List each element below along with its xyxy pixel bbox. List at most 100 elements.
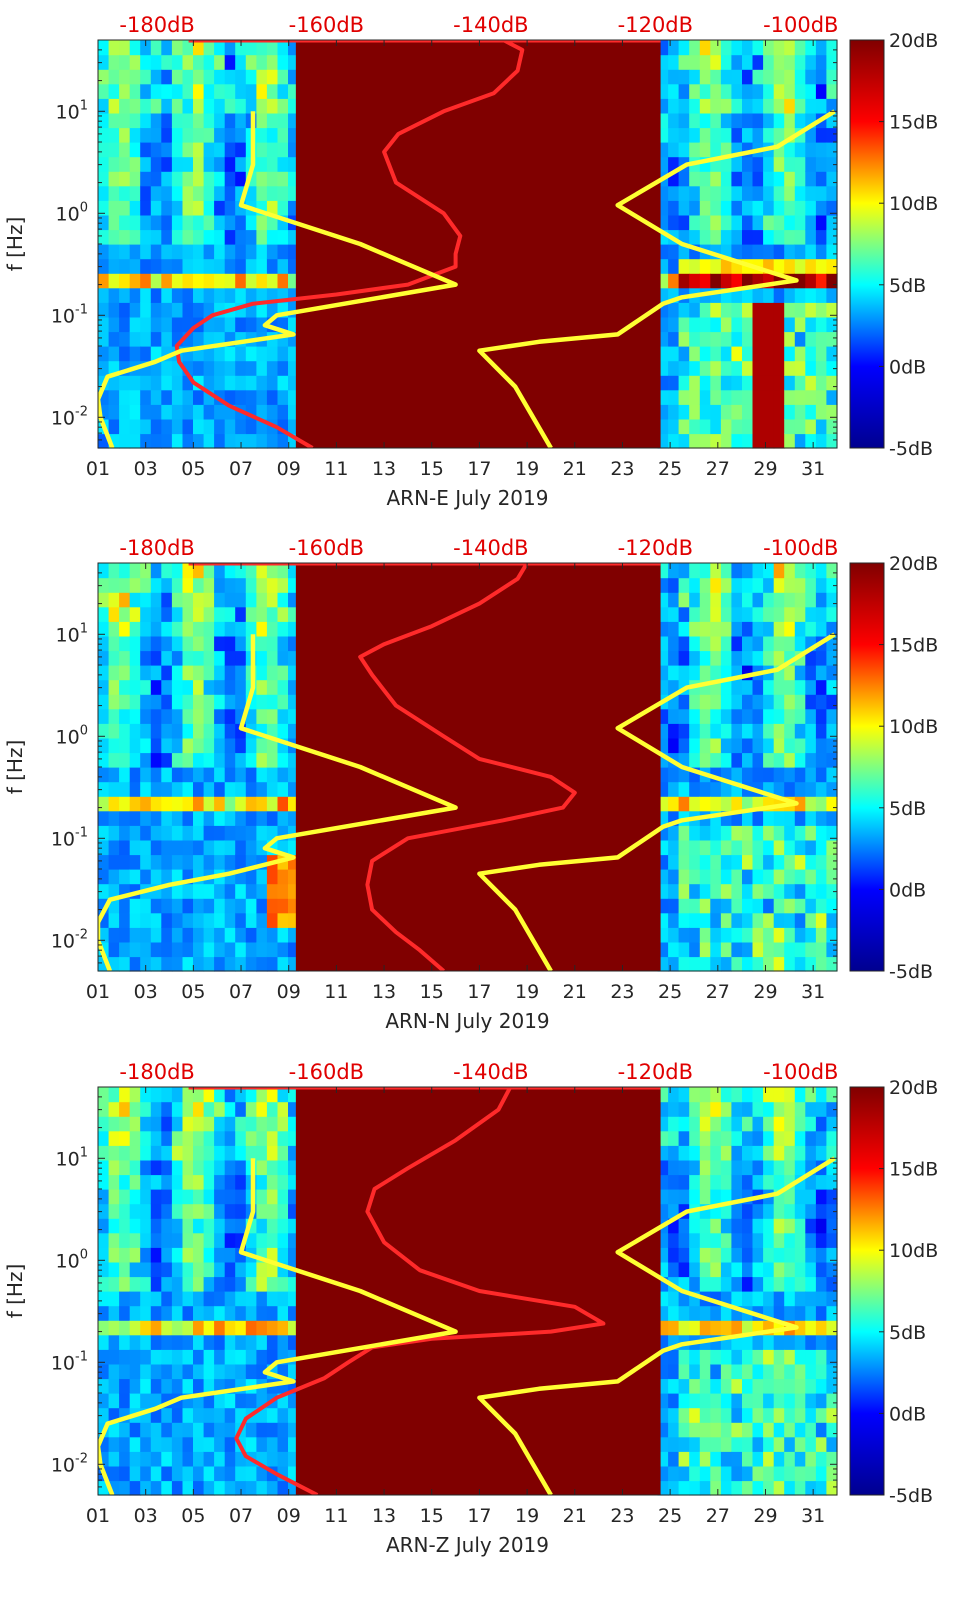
model-curve — [477, 1156, 836, 1495]
x-tick-label: 05 — [181, 981, 205, 1003]
y-axis-label: f [Hz] — [3, 217, 27, 272]
model-curve — [98, 111, 458, 448]
panel-1: 01 03 05 07 09 11 13 15 17 19 21 23 25 27 29 31 10-2 10-1… — [3, 13, 938, 510]
x-tick-label: 25 — [658, 1505, 682, 1527]
x-axis-label: ARN-N July 2019 — [385, 1009, 549, 1033]
top-axis-label: -120dB — [618, 1060, 693, 1084]
colorbar-tick-label: 10dB — [889, 1240, 938, 1262]
x-tick-label: 07 — [229, 1505, 253, 1527]
y-tick-label: 101 — [56, 1145, 88, 1170]
x-tick-label: 13 — [372, 458, 396, 480]
top-axis-label: -160dB — [289, 13, 364, 37]
colorbar-tick-label: -5dB — [889, 961, 933, 983]
top-axis-label: -180dB — [119, 536, 194, 560]
x-tick-label: 25 — [658, 458, 682, 480]
top-axis-label: -120dB — [618, 13, 693, 37]
y-tick-label: 100 — [56, 1247, 88, 1272]
x-tick-label: 27 — [706, 981, 730, 1003]
colorbar-tick-label: 15dB — [889, 1159, 938, 1181]
x-tick-label: 09 — [277, 981, 301, 1003]
x-tick-label: 29 — [753, 458, 777, 480]
x-tick-label: 15 — [420, 1505, 444, 1527]
x-tick-label: 17 — [467, 458, 491, 480]
x-tick-label: 23 — [610, 1505, 634, 1527]
colorbar-tick-label: 10dB — [889, 716, 938, 738]
x-tick-label: 03 — [134, 1505, 158, 1527]
x-tick-label: 07 — [229, 458, 253, 480]
top-axis-label: -140dB — [453, 13, 528, 37]
colorbar-tick-label: 0dB — [889, 1403, 926, 1425]
top-axis-label: -180dB — [119, 1060, 194, 1084]
colorbar-tick-label: 15dB — [889, 635, 938, 657]
y-tick-label: 100 — [56, 200, 88, 225]
x-tick-label: 23 — [610, 981, 634, 1003]
x-tick-label: 19 — [515, 1505, 539, 1527]
colorbar-tick-label: 15dB — [889, 112, 938, 134]
x-tick-label: 15 — [420, 981, 444, 1003]
x-tick-label: 23 — [610, 458, 634, 480]
x-tick-label: 19 — [515, 981, 539, 1003]
colorbar-tick-label: -5dB — [889, 438, 933, 460]
x-tick-label: 27 — [706, 458, 730, 480]
y-axis-label: f [Hz] — [3, 740, 27, 795]
x-tick-label: 25 — [658, 981, 682, 1003]
x-tick-label: 17 — [467, 981, 491, 1003]
x-tick-label: 31 — [801, 458, 825, 480]
x-tick-label: 11 — [324, 981, 348, 1003]
y-tick-label: 100 — [56, 723, 88, 748]
y-tick-label: 10-2 — [51, 927, 88, 952]
x-tick-label: 29 — [753, 1505, 777, 1527]
x-tick-label: 13 — [372, 981, 396, 1003]
top-axis-label: -160dB — [289, 536, 364, 560]
x-tick-label: 21 — [563, 458, 587, 480]
x-tick-label: 01 — [86, 981, 110, 1003]
colorbar-tick-label: 5dB — [889, 275, 926, 297]
noise-level-curve — [174, 40, 525, 448]
x-tick-label: 09 — [277, 1505, 301, 1527]
top-axis-label: -100dB — [763, 13, 838, 37]
model-curve — [477, 109, 836, 448]
x-tick-label: 03 — [134, 458, 158, 480]
x-tick-label: 27 — [706, 1505, 730, 1527]
model-curve — [98, 634, 458, 971]
x-tick-label: 05 — [181, 458, 205, 480]
colorbar — [849, 562, 885, 972]
spectrogram-cells — [98, 1087, 838, 1496]
top-axis-label: -100dB — [763, 536, 838, 560]
top-axis-label: -140dB — [453, 536, 528, 560]
x-tick-label: 17 — [467, 1505, 491, 1527]
x-tick-label: 09 — [277, 458, 301, 480]
top-axis-label: -180dB — [119, 13, 194, 37]
x-tick-label: 21 — [563, 981, 587, 1003]
top-axis-label: -160dB — [289, 1060, 364, 1084]
model-curve — [477, 632, 836, 971]
x-tick-label: 11 — [324, 1505, 348, 1527]
panel-2: 01 03 05 07 09 11 13 15 17 19 21 23 25 27 29 31 10-2 10-1… — [3, 536, 938, 1033]
x-tick-label: 05 — [181, 1505, 205, 1527]
x-tick-label: 31 — [801, 1505, 825, 1527]
masked-interval — [295, 563, 661, 971]
x-tick-label: 29 — [753, 981, 777, 1003]
spectrogram-cells — [98, 563, 838, 972]
noise-level-curve — [234, 1087, 606, 1495]
x-tick-label: 15 — [420, 458, 444, 480]
colorbar-tick-label: 5dB — [889, 1322, 926, 1344]
colorbar-tick-label: 0dB — [889, 879, 926, 901]
panel-3: 01 03 05 07 09 11 13 15 17 19 21 23 25 27 29 31 10-2 10-1… — [3, 1060, 938, 1557]
colorbar-tick-label: 5dB — [889, 798, 926, 820]
colorbar-tick-label: 0dB — [889, 356, 926, 378]
y-tick-label: 10-1 — [51, 825, 88, 850]
colorbar-tick-label: 10dB — [889, 193, 938, 215]
x-axis-label: ARN-E July 2019 — [387, 486, 549, 510]
model-curve — [98, 1158, 458, 1495]
x-tick-label: 21 — [563, 1505, 587, 1527]
colorbar-tick-label: 20dB — [889, 553, 938, 575]
top-axis-label: -120dB — [618, 536, 693, 560]
y-tick-label: 101 — [56, 98, 88, 123]
x-tick-label: 01 — [86, 1505, 110, 1527]
x-tick-label: 03 — [134, 981, 158, 1003]
y-tick-label: 10-1 — [51, 1349, 88, 1374]
colorbar — [849, 39, 885, 449]
x-tick-label: 07 — [229, 981, 253, 1003]
top-axis-label: -100dB — [763, 1060, 838, 1084]
